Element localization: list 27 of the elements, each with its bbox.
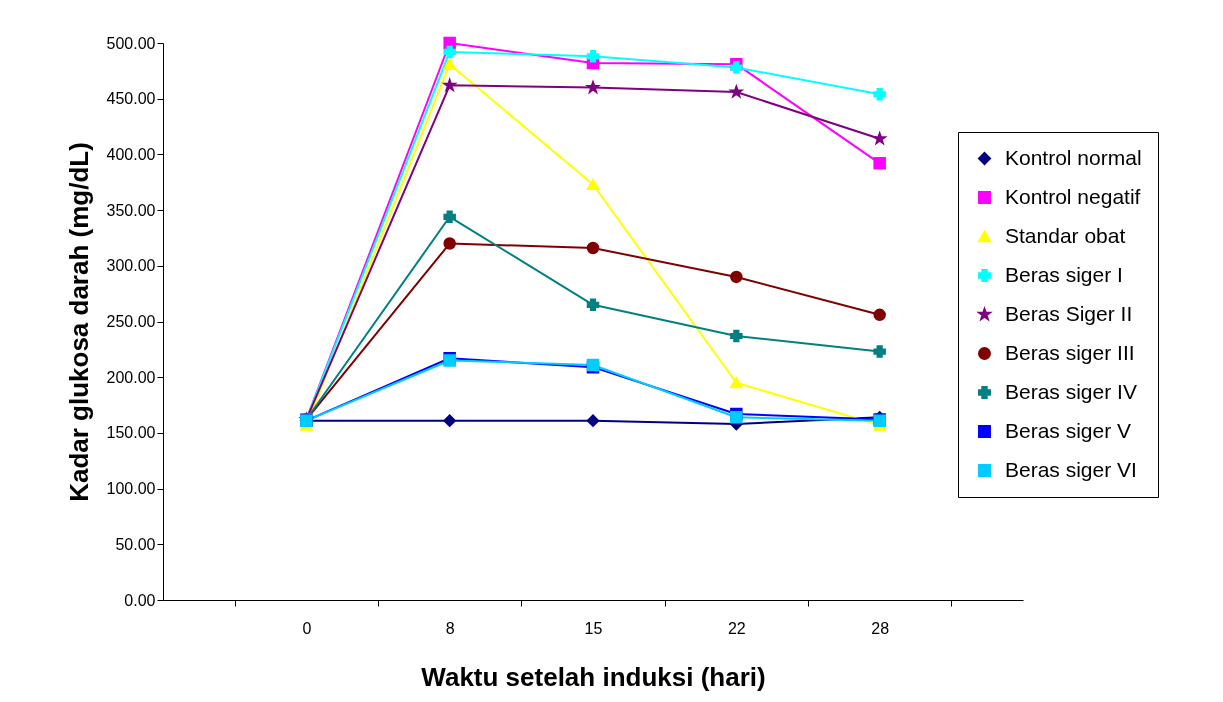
x-tick-label: 15 [584,619,603,637]
y-tick-label: 50.00 [115,535,156,553]
y-tick-label: 300.00 [106,257,156,275]
x-tick-label: 28 [871,619,890,637]
y-tick-label: 200.00 [106,368,156,386]
legend-label: Beras siger IV [1005,379,1137,403]
y-tick-label: 450.00 [106,90,156,108]
x-tick-label: 8 [445,619,455,637]
legend-label: Beras siger I [1005,262,1123,286]
y-axis-title: Kadar glukosa darah (mg/dL) [63,142,94,502]
x-tick-label: 0 [302,619,312,637]
legend-label: Kontrol negatif [1005,184,1141,208]
legend-label: Beras Siger II [1005,301,1133,325]
y-tick-label: 0.00 [124,591,156,609]
x-tick-label: 22 [727,619,746,637]
y-tick-label: 350.00 [106,201,156,219]
legend-label: Beras siger V [1005,418,1132,442]
x-axis-title: Waktu setelah induksi (hari) [421,661,766,692]
y-tick-label: 250.00 [106,313,156,330]
legend-label: Beras siger VI [1005,457,1137,481]
y-tick-label: 500.00 [106,34,156,52]
legend-label: Standar obat [1005,223,1126,247]
y-tick-label: 400.00 [106,145,156,163]
y-tick-label: 150.00 [106,424,156,442]
legend-label: Beras siger III [1005,340,1135,364]
y-tick-label: 100.00 [106,480,156,498]
legend-label: Kontrol normal [1005,145,1142,169]
